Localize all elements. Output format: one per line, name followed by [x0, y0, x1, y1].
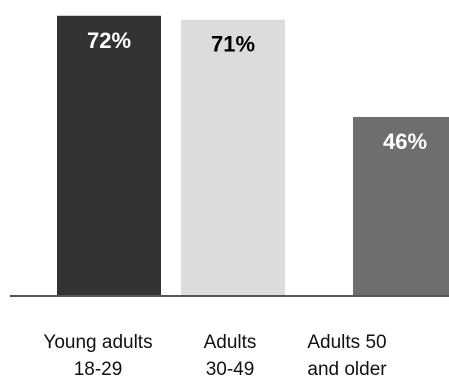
category-labels-group: Young adults 18-29 Adults 30-49 Adults 50 and… — [43, 332, 387, 380]
category-label-1-line-1: 30-49 — [206, 359, 255, 380]
data-labels-group: 72% 71% 46% — [87, 28, 427, 154]
bar-0 — [57, 15, 161, 297]
data-label-1: 71% — [211, 32, 255, 57]
data-label-2: 46% — [383, 129, 427, 154]
bars-group — [57, 15, 449, 297]
category-label-1-line-0: Adults — [204, 332, 257, 353]
category-label-2-line-0: Adults 50 — [307, 332, 386, 353]
category-label-0-line-1: 18-29 — [74, 359, 123, 380]
data-label-0: 72% — [87, 28, 131, 53]
category-label-2-line-1: and older — [307, 359, 387, 380]
category-label-0-line-0: Young adults — [43, 332, 152, 353]
bar-2 — [353, 116, 449, 296]
bar-1 — [181, 19, 285, 296]
